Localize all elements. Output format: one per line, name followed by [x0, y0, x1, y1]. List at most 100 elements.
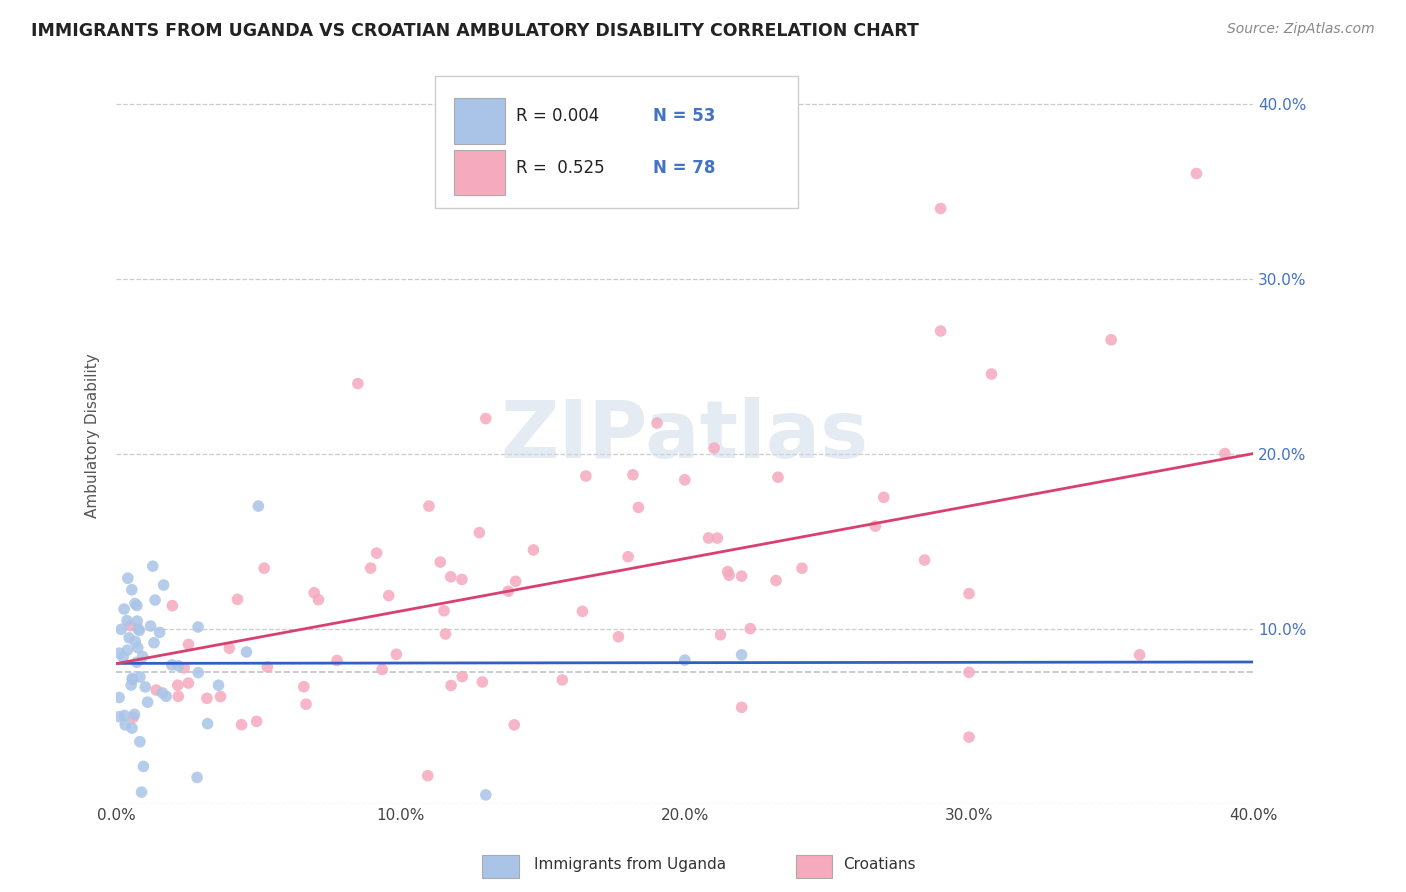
Point [129, 670, 152, 684]
Point [114, 718, 136, 732]
Text: Croatians: Croatians [844, 857, 917, 872]
Point [150, 686, 173, 700]
Point [440, 678, 463, 692]
Point [865, 519, 887, 533]
Point [166, 678, 188, 692]
Point [253, 561, 276, 575]
Point [498, 584, 520, 599]
Point [122, 710, 145, 724]
Point [167, 690, 190, 704]
Point [127, 614, 149, 628]
Point [765, 574, 787, 588]
Point [957, 730, 980, 744]
Point [145, 683, 167, 698]
Point [142, 559, 165, 574]
Point [117, 571, 139, 585]
Point [766, 470, 789, 484]
Point [326, 653, 349, 667]
Point [177, 676, 200, 690]
Point [980, 367, 1002, 381]
Point [121, 582, 143, 597]
Point [451, 670, 474, 684]
Point [152, 578, 174, 592]
Point [118, 631, 141, 645]
Point [117, 643, 139, 657]
Point [475, 788, 498, 802]
Text: N = 53: N = 53 [652, 107, 716, 125]
Point [703, 441, 725, 455]
Point [621, 467, 644, 482]
Point [957, 665, 980, 680]
Point [385, 648, 408, 662]
Point [218, 641, 240, 656]
Point [120, 678, 142, 692]
Point [112, 602, 135, 616]
Point [302, 586, 325, 600]
Point [571, 604, 593, 618]
Point [505, 574, 527, 589]
Point [187, 620, 209, 634]
Point [125, 655, 148, 669]
Point [697, 531, 720, 545]
Point [235, 645, 257, 659]
Point [418, 499, 440, 513]
Point [730, 648, 752, 662]
Point [366, 546, 388, 560]
Point [718, 568, 741, 582]
Y-axis label: Ambulatory Disability: Ambulatory Disability [86, 354, 100, 518]
Point [1213, 446, 1236, 460]
Point [292, 680, 315, 694]
Point [730, 569, 752, 583]
Text: ZIPatlas: ZIPatlas [501, 397, 869, 475]
Point [451, 573, 474, 587]
Text: R =  0.525: R = 0.525 [516, 159, 605, 177]
Text: R = 0.004: R = 0.004 [516, 107, 600, 125]
Point [110, 623, 132, 637]
Point [121, 721, 143, 735]
Point [673, 653, 696, 667]
Point [929, 324, 952, 338]
Point [471, 675, 494, 690]
Point [740, 622, 762, 636]
Point [226, 592, 249, 607]
Point [195, 691, 218, 706]
Point [187, 665, 209, 680]
Point [209, 690, 232, 704]
Point [127, 622, 149, 636]
Point [162, 599, 184, 613]
Point [957, 586, 980, 600]
Point [575, 469, 598, 483]
Point [371, 662, 394, 676]
Point [120, 618, 142, 632]
Point [360, 561, 382, 575]
Point [177, 637, 200, 651]
Point [173, 661, 195, 675]
Point [709, 628, 731, 642]
Point [131, 785, 153, 799]
Text: N = 78: N = 78 [652, 159, 716, 177]
Point [167, 658, 190, 673]
Point [186, 771, 208, 785]
Point [307, 592, 329, 607]
Point [124, 707, 146, 722]
Point [139, 619, 162, 633]
FancyBboxPatch shape [454, 150, 505, 195]
Point [108, 646, 131, 660]
Point [197, 716, 219, 731]
Point [124, 597, 146, 611]
Point [873, 491, 896, 505]
Point [143, 593, 166, 607]
Point [440, 570, 463, 584]
Point [503, 718, 526, 732]
Point [1185, 167, 1208, 181]
Point [377, 589, 399, 603]
Point [433, 604, 456, 618]
Point [131, 649, 153, 664]
Point [929, 202, 952, 216]
Point [256, 660, 278, 674]
FancyBboxPatch shape [454, 98, 505, 144]
Point [115, 614, 138, 628]
Point [295, 697, 318, 711]
Text: IMMIGRANTS FROM UGANDA VS CROATIAN AMBULATORY DISABILITY CORRELATION CHART: IMMIGRANTS FROM UGANDA VS CROATIAN AMBUL… [31, 22, 918, 40]
Point [914, 553, 936, 567]
